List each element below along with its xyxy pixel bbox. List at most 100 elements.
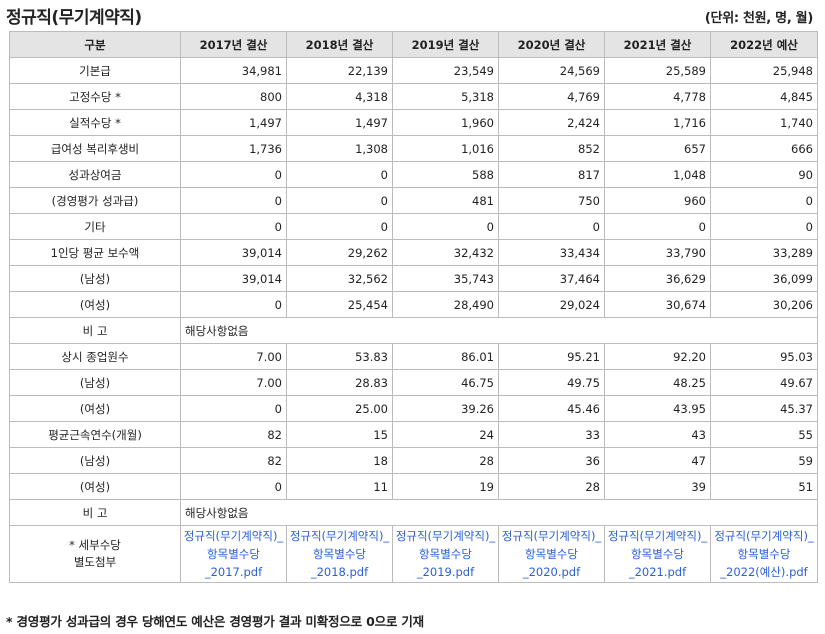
table-cell: 0	[498, 213, 605, 240]
column-header-year: 2022년 예산	[710, 31, 818, 58]
table-cell: 49.75	[498, 369, 605, 396]
table-cell: 1,048	[604, 161, 711, 188]
attachment-link[interactable]: 정규직(무기계약직)_항목별수당_2022(예산).pdf	[714, 529, 814, 579]
attachment-cell: 정규직(무기계약직)_항목별수당_2022(예산).pdf	[710, 525, 818, 583]
table-cell: 0	[180, 291, 287, 318]
table-cell: 1,716	[604, 109, 711, 136]
table-cell: 19	[392, 473, 499, 500]
row-label: (여성)	[9, 473, 181, 500]
table-cell: 7.00	[180, 369, 287, 396]
table-cell: 43	[604, 421, 711, 448]
table-row: 기본급 34,981 22,139 23,549 24,569 25,589 25,948	[9, 57, 818, 84]
table-cell: 0	[180, 213, 287, 240]
table-cell: 4,318	[286, 83, 393, 110]
attachment-cell: 정규직(무기계약직)_항목별수당_2019.pdf	[392, 525, 499, 583]
table-row: 고정수당 * 800 4,318 5,318 4,769 4,778 4,845	[9, 83, 818, 110]
table-cell: 33	[498, 421, 605, 448]
table-cell: 800	[180, 83, 287, 110]
table-cell: 46.75	[392, 369, 499, 396]
row-label: (여성)	[9, 291, 181, 318]
table-cell: 1,497	[286, 109, 393, 136]
table-cell: 25,589	[604, 57, 711, 84]
note-row: 비 고 해당사항없음	[9, 499, 818, 526]
table-cell: 30,674	[604, 291, 711, 318]
table-cell: 25.00	[286, 395, 393, 422]
table-cell: 481	[392, 187, 499, 214]
table-row: (여성) 0 11 19 28 39 51	[9, 473, 818, 500]
note-row: 비 고 해당사항없음	[9, 317, 818, 344]
table-cell: 0	[180, 395, 287, 422]
table-cell: 1,497	[180, 109, 287, 136]
table-cell: 32,432	[392, 239, 499, 266]
table-cell: 36,099	[710, 265, 818, 292]
table-row: (남성) 82 18 28 36 47 59	[9, 447, 818, 474]
table-cell: 39.26	[392, 395, 499, 422]
table-cell: 28	[392, 447, 499, 474]
table-cell: 18	[286, 447, 393, 474]
table-cell: 43.95	[604, 395, 711, 422]
attachment-link[interactable]: 정규직(무기계약직)_항목별수당_2018.pdf	[289, 529, 390, 579]
table-cell: 34,981	[180, 57, 287, 84]
row-label: 평균근속연수(개월)	[9, 421, 181, 448]
table-cell: 7.00	[180, 343, 287, 370]
table-row: (여성) 0 25,454 28,490 29,024 30,674 30,206	[9, 291, 818, 318]
table-row: 실적수당 * 1,497 1,497 1,960 2,424 1,716 1,740	[9, 109, 818, 136]
table-cell: 5,318	[392, 83, 499, 110]
table-cell: 51	[710, 473, 818, 500]
table-cell: 90	[710, 161, 818, 188]
table-cell: 92.20	[604, 343, 711, 370]
row-label: 성과상여금	[9, 161, 181, 188]
table-cell: 29,024	[498, 291, 605, 318]
attachments-label-line2: 별도첨부	[73, 555, 117, 569]
row-label: (여성)	[9, 395, 181, 422]
table-cell: 4,778	[604, 83, 711, 110]
table-cell: 0	[286, 213, 393, 240]
row-label: (남성)	[9, 447, 181, 474]
table-cell: 86.01	[392, 343, 499, 370]
table-cell: 82	[180, 447, 287, 474]
table-cell: 48.25	[604, 369, 711, 396]
table-cell: 0	[392, 213, 499, 240]
table-cell: 657	[604, 135, 711, 162]
table-row: (남성) 7.00 28.83 46.75 49.75 48.25 49.67	[9, 369, 818, 396]
table-cell: 15	[286, 421, 393, 448]
table-cell: 49.67	[710, 369, 818, 396]
attachment-cell: 정규직(무기계약직)_항목별수당_2018.pdf	[286, 525, 393, 583]
table-cell: 45.37	[710, 395, 818, 422]
attachment-link[interactable]: 정규직(무기계약직)_항목별수당_2020.pdf	[501, 529, 602, 579]
attachment-link[interactable]: 정규직(무기계약직)_항목별수당_2019.pdf	[395, 529, 496, 579]
table-cell: 55	[710, 421, 818, 448]
column-header-year: 2018년 결산	[286, 31, 393, 58]
table-cell: 1,308	[286, 135, 393, 162]
table-cell: 33,790	[604, 239, 711, 266]
table-row: 급여성 복리후생비 1,736 1,308 1,016 852 657 666	[9, 135, 818, 162]
table-row: (여성) 0 25.00 39.26 45.46 43.95 45.37	[9, 395, 818, 422]
table-cell: 11	[286, 473, 393, 500]
table-cell: 33,289	[710, 239, 818, 266]
table-cell: 1,960	[392, 109, 499, 136]
column-header-category: 구분	[9, 31, 181, 58]
table-cell: 0	[180, 187, 287, 214]
table-cell: 4,845	[710, 83, 818, 110]
table-cell: 59	[710, 447, 818, 474]
page-title: 정규직(무기계약직)	[6, 8, 142, 28]
table-cell: 35,743	[392, 265, 499, 292]
table-cell: 39	[604, 473, 711, 500]
row-label: 상시 종업원수	[9, 343, 181, 370]
table-cell: 36,629	[604, 265, 711, 292]
table-cell: 30,206	[710, 291, 818, 318]
table-cell: 33,434	[498, 239, 605, 266]
column-header-year: 2017년 결산	[180, 31, 287, 58]
table-row: 성과상여금 0 0 588 817 1,048 90	[9, 161, 818, 188]
table-cell: 588	[392, 161, 499, 188]
table-cell: 45.46	[498, 395, 605, 422]
attachments-label-line1: * 세부수당	[69, 538, 121, 552]
compensation-table: 구분 2017년 결산 2018년 결산 2019년 결산 2020년 결산 2021년 …	[9, 31, 818, 583]
table-row: (경영평가 성과급) 0 0 481 750 960 0	[9, 187, 818, 214]
attachment-link[interactable]: 정규직(무기계약직)_항목별수당_2021.pdf	[607, 529, 708, 579]
column-header-year: 2021년 결산	[604, 31, 711, 58]
attachment-link[interactable]: 정규직(무기계약직)_항목별수당_2017.pdf	[183, 529, 284, 579]
table-cell: 0	[710, 213, 818, 240]
column-header-year: 2020년 결산	[498, 31, 605, 58]
